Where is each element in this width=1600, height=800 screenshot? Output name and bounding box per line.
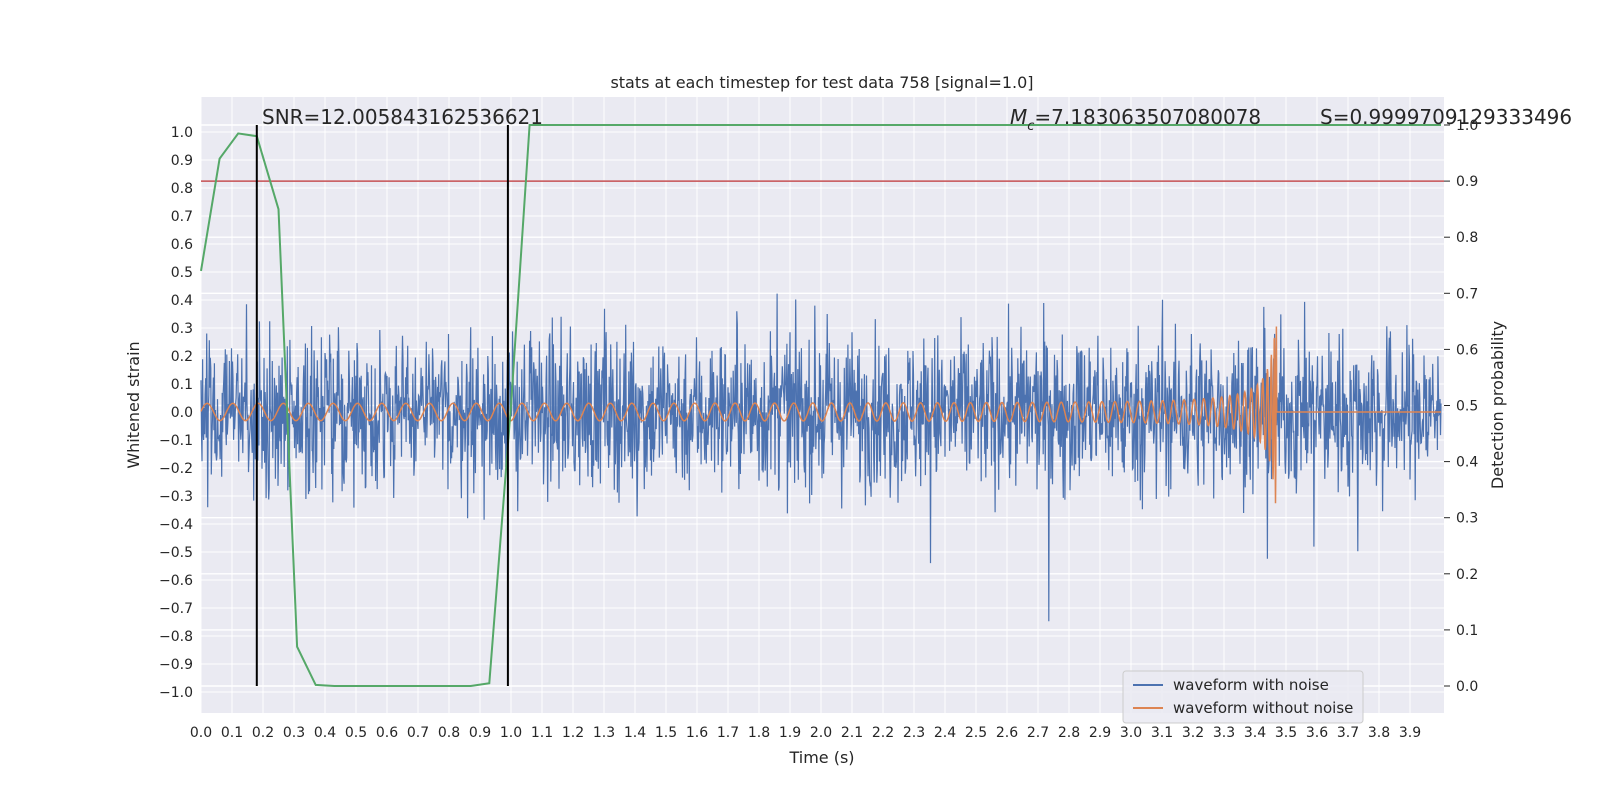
x-tick-label: 0.2 <box>252 725 274 741</box>
x-tick-label: 3.0 <box>1120 725 1142 741</box>
x-tick-label: 1.8 <box>748 725 770 741</box>
legend: waveform with noise waveform without noi… <box>1122 670 1364 724</box>
x-tick-label: 3.6 <box>1306 725 1328 741</box>
legend-label-clean: waveform without noise <box>1173 699 1353 717</box>
x-tick-label: 1.1 <box>531 725 553 741</box>
x-tick-label: 3.7 <box>1337 725 1359 741</box>
x-tick-label: 1.6 <box>686 725 708 741</box>
noisy-waveform-line <box>200 293 1442 622</box>
x-tick-label: 3.2 <box>1182 725 1204 741</box>
y2-tick-label: 0.8 <box>1456 230 1478 246</box>
x-tick-label: 0.5 <box>345 725 367 741</box>
x-tick-label: 3.8 <box>1368 725 1390 741</box>
y-tick-label: −0.9 <box>159 657 193 673</box>
x-tick-label: 1.7 <box>717 725 739 741</box>
y-tick-label: 0.5 <box>171 265 193 281</box>
y-tick-label: 1.0 <box>171 125 193 141</box>
y-tick-label: −0.2 <box>159 461 193 477</box>
x-tick-label: 1.0 <box>500 725 522 741</box>
x-tick-label: 0.0 <box>190 725 212 741</box>
y2-tick-label: 0.4 <box>1456 455 1478 471</box>
y-tick-label: 0.0 <box>171 405 193 421</box>
series-waveform-with-noise <box>200 293 1442 622</box>
x-tick-label: 2.8 <box>1058 725 1080 741</box>
x-tick-label: 3.5 <box>1275 725 1297 741</box>
snr-annotation: SNR=12.005843162536621 <box>262 105 543 129</box>
y2-tick-label: 1.0 <box>1456 118 1478 134</box>
x-axis-label: Time (s) <box>788 748 854 767</box>
y2-tick-label: 0.3 <box>1456 511 1478 527</box>
x-tick-label: 0.4 <box>314 725 336 741</box>
chirp-mass-annotation: Mc=7.183063507080078 <box>1010 105 1261 134</box>
x-tick-label: 3.3 <box>1213 725 1235 741</box>
y-tick-label: 0.8 <box>171 181 193 197</box>
x-tick-label: 3.1 <box>1151 725 1173 741</box>
x-tick-label: 0.6 <box>376 725 398 741</box>
y-tick-label: −0.1 <box>159 433 193 449</box>
y-tick-label: 0.9 <box>171 153 193 169</box>
x-tick-label: 0.8 <box>438 725 460 741</box>
x-tick-label: 3.9 <box>1399 725 1421 741</box>
axis-ticks: 0.0 0.1 0.2 0.3 0.4 0.5 0.6 0.7 0.8 0.9 1.0 1.1 1.2 1… <box>159 118 1478 741</box>
x-tick-label: 0.1 <box>221 725 243 741</box>
y-tick-label: 0.1 <box>171 377 193 393</box>
detection-probability-line <box>200 124 1441 687</box>
overlays <box>200 124 1444 687</box>
y-tick-label: −0.4 <box>159 517 193 533</box>
x-tick-label: 0.7 <box>407 725 429 741</box>
x-tick-label: 2.2 <box>872 725 894 741</box>
y-tick-label: 0.2 <box>171 349 193 365</box>
x-tick-label: 1.4 <box>624 725 646 741</box>
y-tick-label: −0.8 <box>159 629 193 645</box>
y-axis-label: Whitened strain <box>124 341 143 468</box>
x-tick-label: 1.2 <box>562 725 584 741</box>
x-tick-label: 2.0 <box>810 725 832 741</box>
y-tick-label: 0.4 <box>171 293 193 309</box>
x-tick-label: 2.4 <box>934 725 956 741</box>
series-waveform-without-noise <box>200 326 1441 504</box>
y2-tick-label: 0.2 <box>1456 567 1478 583</box>
x-tick-label: 2.7 <box>1027 725 1049 741</box>
y-tick-label: −0.7 <box>159 601 193 617</box>
x-tick-label: 2.6 <box>996 725 1018 741</box>
s-annotation: S=0.9999709129333496 <box>1320 105 1572 129</box>
x-tick-label: 1.9 <box>779 725 801 741</box>
y2-tick-label: 0.7 <box>1456 286 1478 302</box>
x-tick-label: 1.5 <box>655 725 677 741</box>
legend-label-noisy: waveform with noise <box>1173 676 1329 694</box>
y2-tick-label: 0.1 <box>1456 623 1478 639</box>
x-tick-label: 2.3 <box>903 725 925 741</box>
clean-waveform-line <box>200 326 1441 504</box>
y2-axis-label: Detection probability <box>1488 321 1507 489</box>
y2-tick-label: 0.5 <box>1456 399 1478 415</box>
legend-box <box>1122 670 1364 724</box>
y2-tick-label: 0.9 <box>1456 174 1478 190</box>
x-tick-label: 2.9 <box>1089 725 1111 741</box>
y-tick-label: 0.7 <box>171 209 193 225</box>
x-tick-label: 0.9 <box>469 725 491 741</box>
x-tick-label: 3.4 <box>1244 725 1266 741</box>
y2-tick-label: 0.6 <box>1456 342 1478 358</box>
x-tick-label: 0.3 <box>283 725 305 741</box>
y-tick-label: −0.3 <box>159 489 193 505</box>
y-tick-label: −1.0 <box>159 685 193 701</box>
y-tick-label: −0.5 <box>159 545 193 561</box>
y-tick-label: −0.6 <box>159 573 193 589</box>
chart-title: stats at each timestep for test data 758… <box>610 73 1033 92</box>
x-tick-label: 2.1 <box>841 725 863 741</box>
x-tick-label: 1.3 <box>593 725 615 741</box>
y-tick-label: 0.6 <box>171 237 193 253</box>
x-tick-label: 2.5 <box>965 725 987 741</box>
y-tick-label: 0.3 <box>171 321 193 337</box>
y2-tick-label: 0.0 <box>1456 679 1478 695</box>
